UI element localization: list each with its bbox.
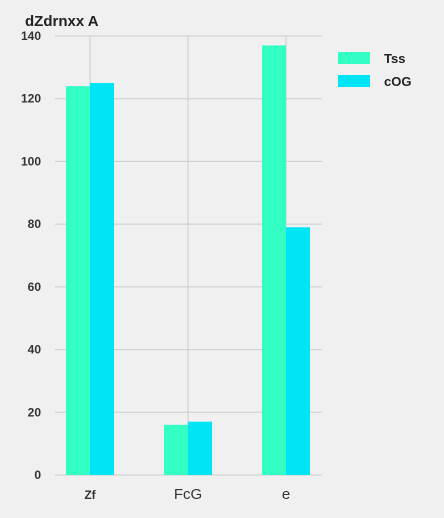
- y-tick-label: 140: [21, 29, 41, 43]
- chart-title: dZdrnxx A: [25, 13, 99, 30]
- legend-label: cOG: [384, 74, 411, 89]
- y-tick-label: 40: [28, 343, 42, 357]
- axis-labels: 0 20 40 60 80 100 120 140 Zf FcG e: [21, 29, 290, 503]
- legend-swatch: [338, 52, 370, 64]
- bar-cOG-e: [286, 227, 310, 475]
- bar-cOG-Zf: [90, 83, 114, 476]
- y-tick-label: 100: [21, 154, 41, 168]
- bar-Tss-e: [262, 45, 286, 476]
- x-tick-label: Zf: [84, 488, 96, 502]
- legend-swatch: [338, 75, 370, 87]
- x-tick-label: e: [282, 486, 290, 503]
- y-tick-label: 80: [28, 217, 42, 231]
- legend-label: Tss: [384, 51, 405, 66]
- y-tick-label: 60: [28, 280, 42, 294]
- bar-Tss-Zf: [66, 86, 90, 476]
- bars: [66, 45, 310, 476]
- y-tick-label: 20: [28, 405, 42, 419]
- bar-cOG-FcG: [188, 421, 212, 475]
- y-tick-label: 120: [21, 92, 41, 106]
- x-tick-label: FcG: [174, 486, 202, 503]
- bar-Tss-FcG: [164, 424, 188, 475]
- legend: Tss cOG: [338, 51, 411, 89]
- y-tick-label: 0: [34, 468, 41, 482]
